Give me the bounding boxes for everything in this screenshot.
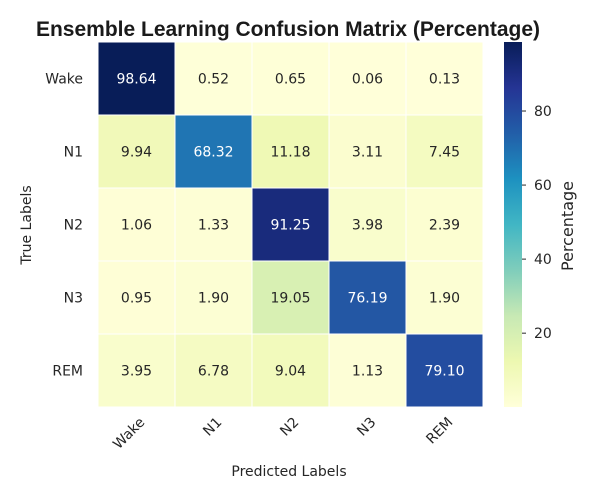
y-tick-label: N1 xyxy=(64,145,83,161)
cell-value-label: 0.65 xyxy=(275,72,306,88)
heatmap-cell xyxy=(328,187,407,262)
cell-value-label: 1.13 xyxy=(352,364,383,380)
x-tick-label: Wake xyxy=(110,415,148,453)
heatmap-cell xyxy=(405,333,484,408)
cell-value-label: 6.78 xyxy=(198,364,229,380)
heatmap-cell xyxy=(405,114,484,189)
x-tick-label: N2 xyxy=(277,415,302,440)
colorbar-ticks: 20 40 60 80 xyxy=(522,104,552,342)
y-tick-label: N3 xyxy=(64,291,83,307)
cell-value-label: 11.18 xyxy=(270,145,310,161)
heatmap-cell xyxy=(97,260,176,335)
cell-value-label: 1.06 xyxy=(121,218,152,234)
heatmap-cell xyxy=(174,187,253,262)
heatmap-cell xyxy=(328,41,407,116)
x-tick-label: REM xyxy=(423,415,456,448)
cell-value-label: 0.06 xyxy=(352,72,383,88)
cell-value-label: 91.25 xyxy=(270,218,310,234)
cell-value-label: 2.39 xyxy=(429,218,460,234)
colorbar-tick-label: 60 xyxy=(534,178,552,194)
heatmap-cell xyxy=(251,41,330,116)
cell-value-label: 1.90 xyxy=(429,291,460,307)
heatmap-cell xyxy=(251,187,330,262)
colorbar-tick-label: 20 xyxy=(534,326,552,342)
heatmap-cell xyxy=(97,114,176,189)
colorbar-tick-label: 40 xyxy=(534,252,552,268)
colorbar xyxy=(504,42,522,407)
y-tick-label: REM xyxy=(52,364,83,380)
cell-value-label: 9.04 xyxy=(275,364,306,380)
heatmap-cell xyxy=(405,260,484,335)
cell-value-label: 0.13 xyxy=(429,72,460,88)
heatmap-cell xyxy=(97,41,176,116)
y-axis-label: True Labels xyxy=(19,185,35,265)
cell-value-label: 3.95 xyxy=(121,364,152,380)
colorbar-label: Percentage xyxy=(558,181,577,271)
cell-value-label: 0.52 xyxy=(198,72,229,88)
y-axis-ticks: Wake N1 N2 N3 REM xyxy=(45,72,83,380)
heatmap-cell xyxy=(251,260,330,335)
x-axis-label: Predicted Labels xyxy=(231,464,346,480)
heatmap-cell xyxy=(174,333,253,408)
chart-title: Ensemble Learning Confusion Matrix (Perc… xyxy=(36,18,540,41)
cell-value-label: 79.10 xyxy=(424,364,464,380)
cell-value-label: 7.45 xyxy=(429,145,460,161)
cell-value-label: 1.33 xyxy=(198,218,229,234)
heatmap-cells: 98.64 0.52 0.65 0.06 0.13 9.94 68.32 11.18 3.11 7… xyxy=(97,41,484,408)
heatmap-cell xyxy=(405,187,484,262)
heatmap-cell xyxy=(97,333,176,408)
x-tick-label: N1 xyxy=(200,415,225,440)
cell-value-label: 9.94 xyxy=(121,145,152,161)
cell-value-label: 3.98 xyxy=(352,218,383,234)
heatmap-cell xyxy=(174,41,253,116)
cell-value-label: 19.05 xyxy=(270,291,310,307)
cell-value-label: 98.64 xyxy=(116,72,156,88)
heatmap-cell xyxy=(251,333,330,408)
cell-value-label: 68.32 xyxy=(193,145,233,161)
heatmap-cell xyxy=(405,41,484,116)
heatmap-cell xyxy=(328,260,407,335)
x-axis-ticks: Wake N1 N2 N3 REM xyxy=(110,415,456,453)
y-tick-label: Wake xyxy=(45,72,83,88)
cell-value-label: 1.90 xyxy=(198,291,229,307)
colorbar-tick-label: 80 xyxy=(534,104,552,120)
x-tick-label: N3 xyxy=(354,415,379,440)
cell-value-label: 3.11 xyxy=(352,145,383,161)
cell-value-label: 76.19 xyxy=(347,291,387,307)
cell-value-label: 0.95 xyxy=(121,291,152,307)
y-tick-label: N2 xyxy=(64,218,83,234)
heatmap-cell xyxy=(174,260,253,335)
heatmap-cell xyxy=(251,114,330,189)
